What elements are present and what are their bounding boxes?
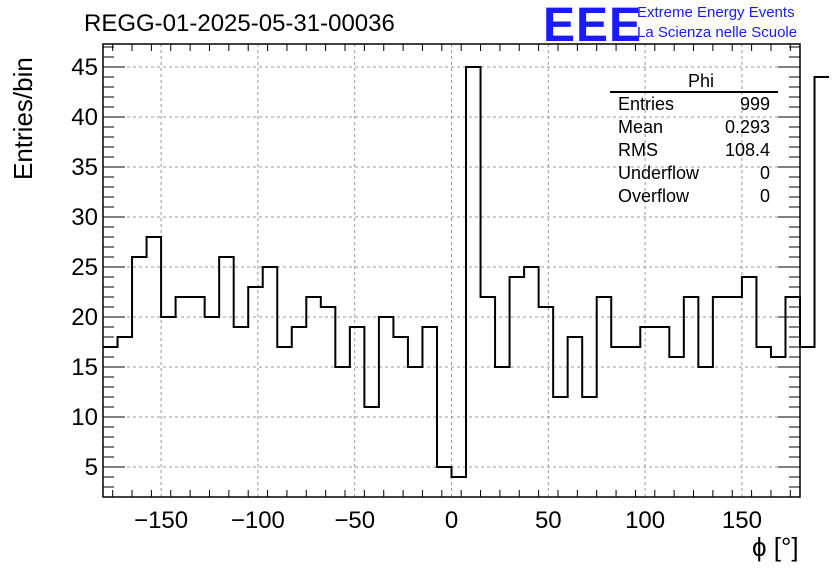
- stats-label: Underflow: [618, 163, 700, 183]
- stats-label: Mean: [618, 117, 664, 137]
- histogram-bin: [292, 327, 307, 497]
- histogram-bin: [815, 77, 830, 497]
- histogram-bin: [190, 297, 205, 497]
- histogram-bin: [698, 367, 713, 497]
- chart-title: REGG-01-2025-05-31-00036: [84, 10, 395, 37]
- histogram-bin: [640, 327, 655, 497]
- stats-label: RMS: [618, 140, 658, 160]
- histogram-bin: [495, 367, 510, 497]
- x-tick-label: 50: [535, 507, 562, 534]
- stats-label: Entries: [618, 94, 675, 114]
- stats-label: Overflow: [618, 186, 690, 206]
- histogram-bin: [713, 297, 728, 497]
- histogram-bin: [756, 347, 771, 497]
- histogram-bin: [800, 347, 815, 497]
- y-tick-label: 30: [71, 204, 98, 231]
- stats-value: 0.293: [724, 117, 770, 137]
- histogram-bin: [626, 347, 641, 497]
- histogram-bin: [321, 307, 336, 497]
- histogram-bin: [176, 297, 191, 497]
- histogram-bin: [161, 317, 176, 497]
- x-tick-label: −150: [134, 507, 188, 534]
- histogram-bin: [219, 257, 234, 497]
- histogram-bin: [335, 367, 350, 497]
- histogram-bin: [132, 257, 147, 497]
- eee-logo: EEE: [543, 0, 643, 52]
- histogram-bin: [582, 397, 597, 497]
- histogram-bin: [771, 357, 786, 497]
- histogram-bin: [568, 337, 583, 497]
- x-tick-label: −50: [334, 507, 375, 534]
- y-tick-label: 15: [71, 354, 98, 381]
- histogram-bin: [306, 297, 321, 497]
- histogram-bin: [263, 267, 278, 497]
- histogram-bin: [539, 307, 554, 497]
- stats-value: 0: [759, 163, 770, 183]
- plot-frame: [102, 43, 801, 498]
- stats-row-underflow: Underflow 0: [610, 162, 778, 185]
- histogram-bin: [379, 317, 394, 497]
- histogram-bin: [553, 397, 568, 497]
- stats-row-overflow: Overflow 0: [610, 185, 778, 208]
- stats-value: 0: [759, 186, 770, 206]
- histogram-bin: [103, 347, 118, 497]
- x-tick-label: 100: [625, 507, 665, 534]
- x-axis-label: ϕ [°]: [752, 532, 799, 562]
- stats-row-mean: Mean 0.293: [610, 116, 778, 139]
- histogram-bin: [481, 297, 496, 497]
- histogram-line: [103, 66, 830, 478]
- y-tick-label: 45: [71, 54, 98, 81]
- x-tick-label: −100: [231, 507, 285, 534]
- y-tick-label: 40: [71, 104, 98, 131]
- x-tick-label: 0: [445, 507, 458, 534]
- histogram-bin: [452, 477, 467, 497]
- histogram-bin: [234, 327, 249, 497]
- histogram-bin: [350, 327, 365, 497]
- stats-row-rms: RMS 108.4: [610, 139, 778, 162]
- y-tick-label: 35: [71, 154, 98, 181]
- histogram-bin: [466, 67, 481, 497]
- histogram-bin: [524, 267, 539, 497]
- histogram-bin: [742, 277, 757, 497]
- stats-title: Phi: [610, 71, 778, 93]
- histogram-bin: [408, 367, 423, 497]
- histogram-bin: [727, 297, 742, 497]
- histogram-bin: [422, 327, 437, 497]
- histogram-bin: [611, 347, 626, 497]
- stats-box: Phi Entries 999 Mean 0.293 RMS 108.4 Und…: [610, 71, 778, 208]
- stats-value: 108.4: [724, 140, 770, 160]
- logo-text-line2: La Scienza nelle Scuole: [637, 24, 798, 41]
- histogram-bin: [147, 237, 162, 497]
- histogram-bin: [364, 407, 379, 497]
- histogram-bin: [277, 347, 292, 497]
- histogram-bin: [437, 467, 452, 497]
- y-axis-label: Entries/bin: [8, 57, 38, 180]
- x-tick-label: 150: [722, 507, 762, 534]
- histogram-bin: [393, 337, 408, 497]
- histogram-bin: [248, 287, 263, 497]
- stats-value: 999: [739, 94, 770, 114]
- histogram-bin: [510, 277, 525, 497]
- histogram-bin: [669, 357, 684, 497]
- histogram-bin: [597, 297, 612, 497]
- y-tick-label: 5: [85, 454, 98, 481]
- histogram-bin: [655, 327, 670, 497]
- logo-text-line1: Extreme Energy Events: [637, 4, 795, 21]
- histogram-bin: [684, 297, 699, 497]
- histogram-bin: [205, 317, 220, 497]
- y-tick-label: 25: [71, 254, 98, 281]
- y-tick-label: 10: [71, 404, 98, 431]
- stats-row-entries: Entries 999: [610, 93, 778, 116]
- y-tick-label: 20: [71, 304, 98, 331]
